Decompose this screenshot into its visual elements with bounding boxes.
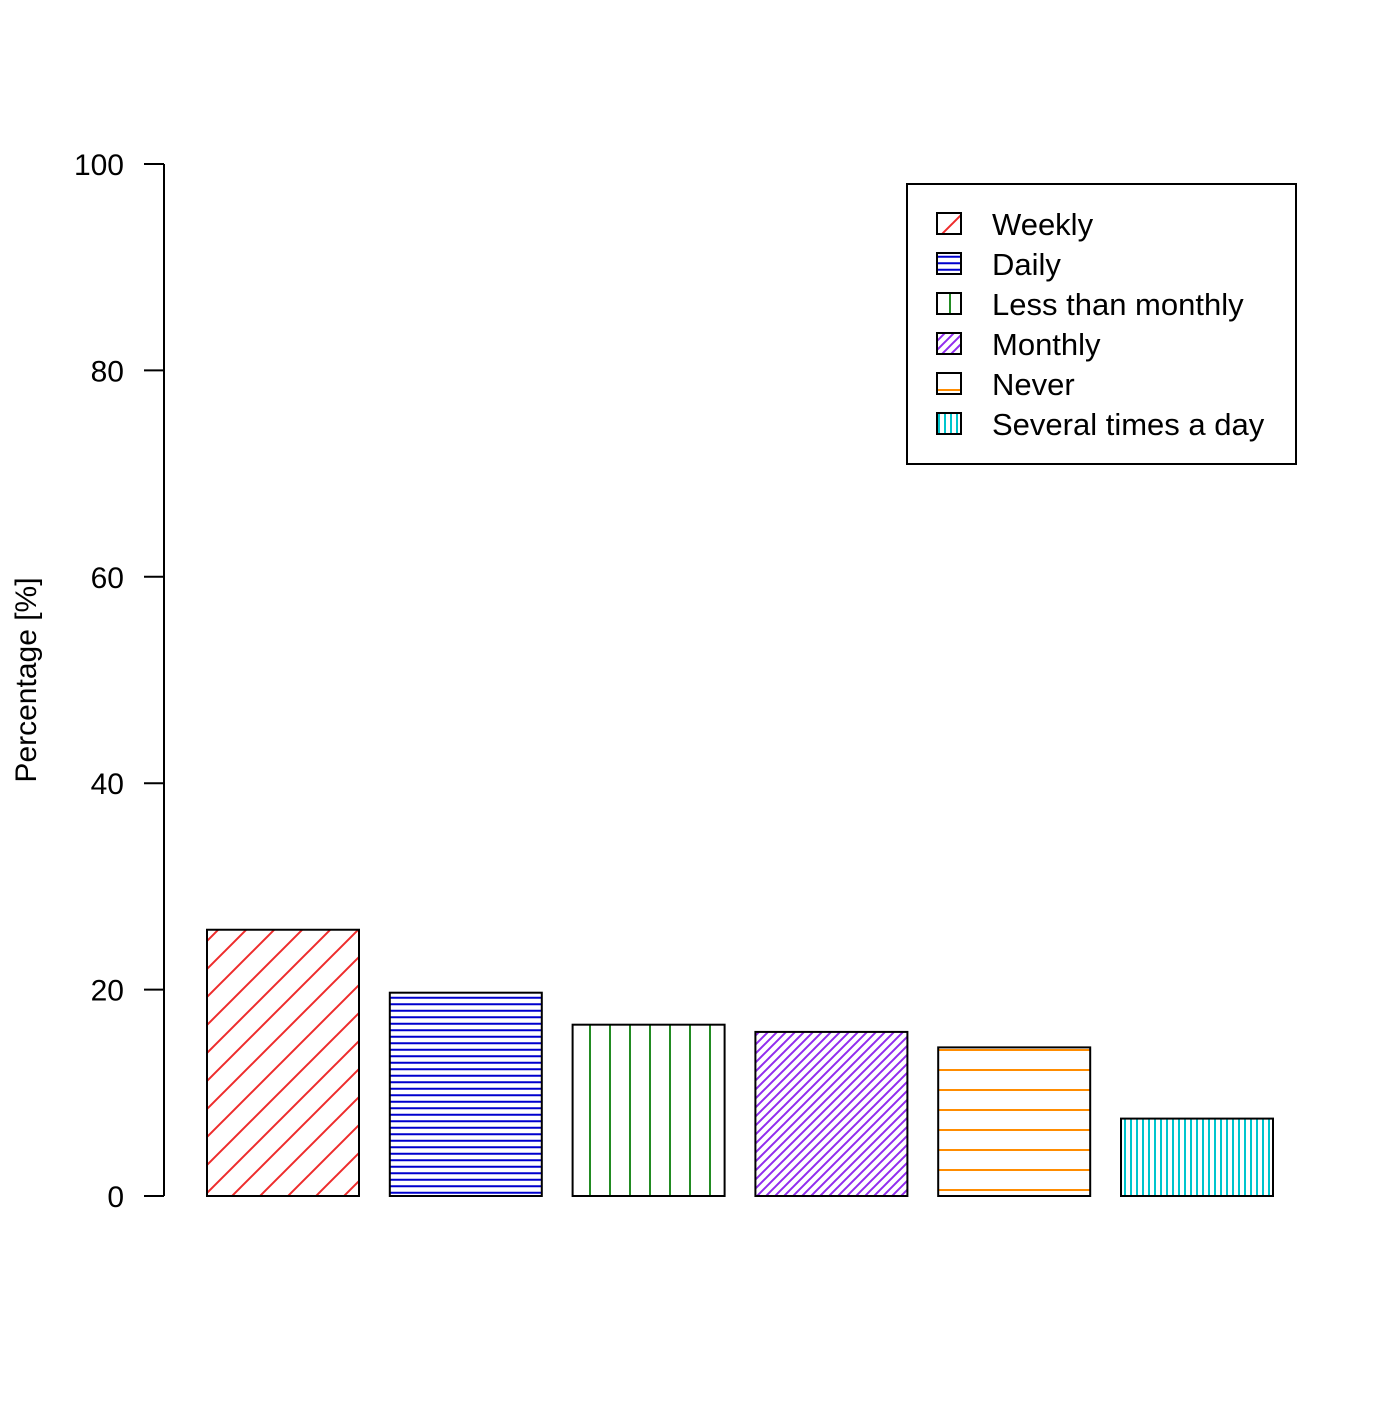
legend-label: Never	[992, 367, 1075, 402]
legend-swatch	[936, 212, 962, 235]
bar-weekly	[206, 928, 360, 1198]
y-axis-label: Percentage [%]	[10, 577, 43, 782]
y-tick-label: 100	[74, 149, 124, 182]
y-tick-label: 0	[107, 1181, 124, 1214]
legend-label: Several times a day	[992, 407, 1265, 442]
legend-swatch	[936, 252, 962, 275]
bar-monthly	[754, 1030, 909, 1197]
y-tick-label: 20	[91, 975, 124, 1008]
y-axis: 0 20 40 60 80 100	[74, 149, 165, 1214]
bar-several-times-a-day	[1120, 1117, 1274, 1197]
y-tick-label: 60	[91, 562, 124, 595]
bar-daily	[388, 991, 543, 1197]
legend-label: Weekly	[992, 207, 1094, 242]
legend-label: Monthly	[992, 327, 1101, 362]
legend-box	[906, 183, 1297, 465]
bars	[206, 928, 1274, 1198]
legend-swatch	[936, 412, 962, 435]
y-tick-label: 80	[91, 355, 124, 388]
legend-swatch	[936, 292, 962, 315]
legend-label: Less than monthly	[992, 287, 1244, 322]
y-tick-label: 40	[91, 768, 124, 801]
bar-less-than-monthly	[571, 1023, 726, 1197]
legend-swatch	[936, 332, 962, 355]
legend: Weekly Daily Less than monthly Monthly Never…	[906, 183, 1297, 465]
legend-swatch	[936, 372, 962, 395]
legend-label: Daily	[992, 247, 1061, 282]
bar-never	[937, 1046, 1092, 1197]
